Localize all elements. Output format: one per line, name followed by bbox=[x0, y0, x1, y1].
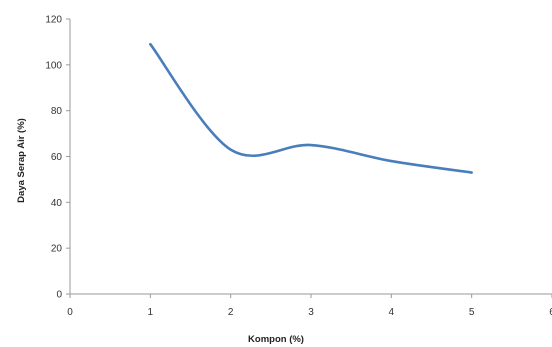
y-tick-label: 100 bbox=[45, 60, 62, 71]
y-axis-title: Daya Serap Air (%) bbox=[16, 118, 27, 203]
series-line bbox=[149, 42, 473, 174]
y-axis-ticks: 0 20 40 60 80 100 120 bbox=[45, 15, 70, 301]
series-layer bbox=[149, 42, 473, 174]
y-tick-label: 80 bbox=[51, 106, 63, 117]
y-tick-label: 40 bbox=[51, 198, 63, 209]
x-tick-label: 3 bbox=[308, 307, 314, 318]
x-tick-label: 5 bbox=[469, 307, 475, 318]
x-axis-ticks: 0 1 2 3 4 5 6 bbox=[67, 294, 552, 318]
y-tick-label: 0 bbox=[56, 290, 62, 301]
plot-area: 0 20 40 60 80 100 120 0 1 2 3 4 5 6 bbox=[45, 15, 552, 318]
y-tick-label: 20 bbox=[51, 244, 63, 255]
y-tick-label: 120 bbox=[45, 15, 62, 26]
x-tick-label: 6 bbox=[549, 307, 552, 318]
y-tick-label: 60 bbox=[51, 152, 63, 163]
x-tick-label: 1 bbox=[148, 307, 154, 318]
x-tick-label: 2 bbox=[228, 307, 234, 318]
x-axis-title: Kompon (%) bbox=[248, 334, 304, 345]
x-tick-label: 4 bbox=[389, 307, 395, 318]
x-tick-label: 0 bbox=[67, 307, 73, 318]
